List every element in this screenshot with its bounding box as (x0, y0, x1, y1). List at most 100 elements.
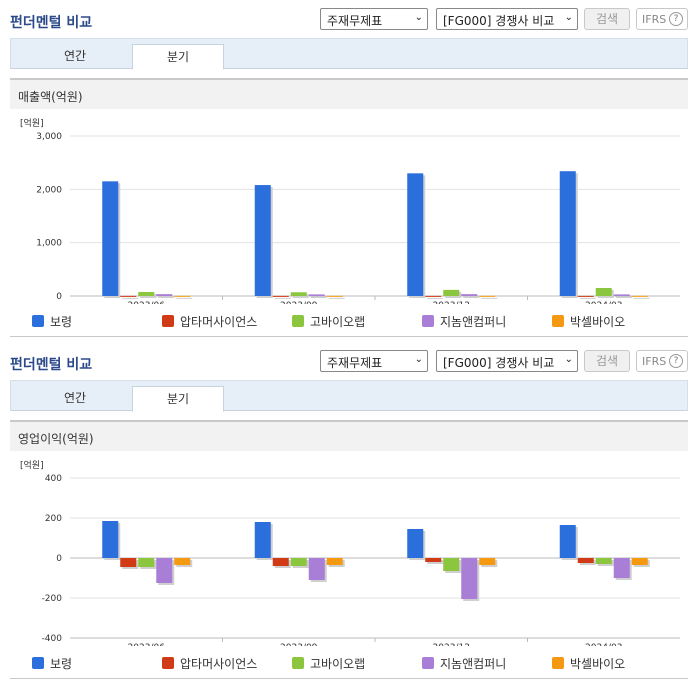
legend-label: 보령 (50, 315, 73, 329)
search-button[interactable]: 검색 (584, 8, 630, 30)
bar[interactable] (254, 185, 271, 296)
bar[interactable] (577, 295, 594, 297)
bar[interactable] (138, 558, 155, 567)
bar[interactable] (254, 522, 271, 558)
statement-type-select[interactable]: 주재무제표 ⌄ (320, 8, 428, 30)
ifrs-label: IFRS (642, 13, 667, 26)
bar[interactable] (174, 295, 191, 297)
bar[interactable] (407, 529, 424, 558)
x-tick-label: 2024/03 (585, 643, 622, 646)
period-tabs: 연간 분기 (10, 38, 688, 70)
bar[interactable] (425, 558, 442, 562)
bar[interactable] (631, 295, 648, 297)
x-tick-label: 2023/12 (433, 643, 470, 646)
peer-group-value: [FG000] 경쟁사 비교 (443, 14, 555, 28)
legend-swatch (422, 657, 434, 669)
bar[interactable] (120, 558, 137, 567)
peer-group-select[interactable]: [FG000] 경쟁사 비교 ⌄ (436, 350, 578, 372)
legend-swatch (32, 315, 44, 327)
metric-header: 영업이익(억원) (10, 420, 688, 451)
ifrs-label: IFRS (642, 355, 667, 368)
x-tick-label: 2023/06 (128, 643, 166, 646)
bar-shadow (633, 297, 650, 299)
help-icon[interactable]: ? (669, 12, 683, 26)
chevron-down-icon: ⌄ (564, 12, 573, 23)
bar[interactable] (326, 295, 343, 297)
bar[interactable] (577, 558, 594, 563)
ifrs-button[interactable]: IFRS ? (636, 8, 688, 30)
ifrs-button[interactable]: IFRS ? (636, 350, 688, 372)
y-tick-label: 400 (45, 474, 62, 484)
bar-shadow (310, 296, 327, 298)
sales-chart-svg: [억원] 0 1,000 2,000 3,000 2023/06 2023/09 2023/1… (20, 117, 680, 304)
bar[interactable] (559, 525, 576, 558)
y-unit-label: [억원] (20, 117, 44, 129)
tab-annual[interactable]: 연간 (63, 49, 87, 63)
tab-quarterly[interactable]: 분기 (132, 386, 224, 412)
bar[interactable] (308, 558, 325, 580)
tab-annual[interactable]: 연간 (63, 391, 87, 405)
metric-label: 매출액(억원) (18, 90, 83, 104)
bar[interactable] (479, 558, 496, 565)
bar[interactable] (156, 294, 173, 296)
bar[interactable] (272, 558, 289, 566)
chart-legend: 보령 압타머사이언스 고바이오랩 지놈앤컴퍼니 박셀바이오 (0, 654, 696, 672)
legend-swatch (552, 315, 564, 327)
bar[interactable] (156, 558, 173, 583)
section-title: 펀더멘털 비교 (10, 15, 93, 31)
legend-label: 박셀바이오 (570, 657, 626, 671)
bar[interactable] (559, 171, 576, 296)
bar-shadow (122, 297, 139, 299)
y-tick-label: 200 (45, 514, 62, 524)
bar[interactable] (102, 521, 119, 558)
bar[interactable] (290, 558, 307, 566)
bar[interactable] (290, 292, 307, 296)
bar[interactable] (631, 558, 648, 565)
legend-swatch (292, 315, 304, 327)
bar[interactable] (326, 558, 343, 565)
bar[interactable] (272, 295, 289, 297)
divider (10, 678, 688, 679)
search-button[interactable]: 검색 (584, 350, 630, 372)
legend-swatch (422, 315, 434, 327)
bar[interactable] (461, 558, 478, 599)
section-title: 펀더멘털 비교 (10, 357, 93, 373)
tab-quarterly[interactable]: 분기 (132, 44, 224, 70)
help-icon[interactable]: ? (669, 354, 683, 368)
bar[interactable] (120, 295, 137, 297)
bar-shadow (292, 294, 309, 298)
bar[interactable] (308, 294, 325, 296)
bar-shadow (427, 297, 444, 299)
bar[interactable] (479, 295, 496, 297)
peer-group-select[interactable]: [FG000] 경쟁사 비교 ⌄ (436, 8, 578, 30)
metric-label: 영업이익(억원) (18, 432, 94, 446)
x-tick-label: 2023/06 (128, 301, 166, 304)
statement-type-select[interactable]: 주재무제표 ⌄ (320, 350, 428, 372)
bar[interactable] (461, 294, 478, 296)
chevron-down-icon: ⌄ (414, 354, 423, 365)
divider (10, 336, 688, 337)
operating-profit-bar-chart: [억원] -400 -200 0 200 400 2023/06 2023/09 2023/12… (0, 454, 696, 646)
bar[interactable] (613, 558, 630, 578)
bar-shadow (328, 297, 345, 299)
bar[interactable] (425, 295, 442, 297)
bar-shadow (158, 296, 175, 298)
bar[interactable] (595, 558, 612, 564)
fundamental-compare-sales: 펀더멘털 비교 주재무제표 ⌄ [FG000] 경쟁사 비교 ⌄ 검색 IFRS… (10, 8, 688, 337)
bar[interactable] (613, 294, 630, 296)
bar[interactable] (595, 288, 612, 296)
legend-label: 보령 (50, 657, 73, 671)
y-tick-label: -400 (42, 634, 63, 644)
chevron-down-icon: ⌄ (564, 354, 573, 365)
bar[interactable] (407, 173, 424, 296)
bar[interactable] (138, 292, 155, 296)
chevron-down-icon: ⌄ (414, 12, 423, 23)
bar[interactable] (443, 289, 460, 296)
bar[interactable] (102, 181, 119, 296)
fundamental-compare-operating-profit: 펀더멘털 비교 주재무제표 ⌄ [FG000] 경쟁사 비교 ⌄ 검색 IFRS… (0, 342, 696, 684)
bar[interactable] (174, 558, 191, 565)
legend-swatch (32, 657, 44, 669)
y-tick-label: 2,000 (36, 185, 62, 195)
y-tick-label: 3,000 (36, 132, 62, 142)
bar[interactable] (443, 558, 460, 571)
